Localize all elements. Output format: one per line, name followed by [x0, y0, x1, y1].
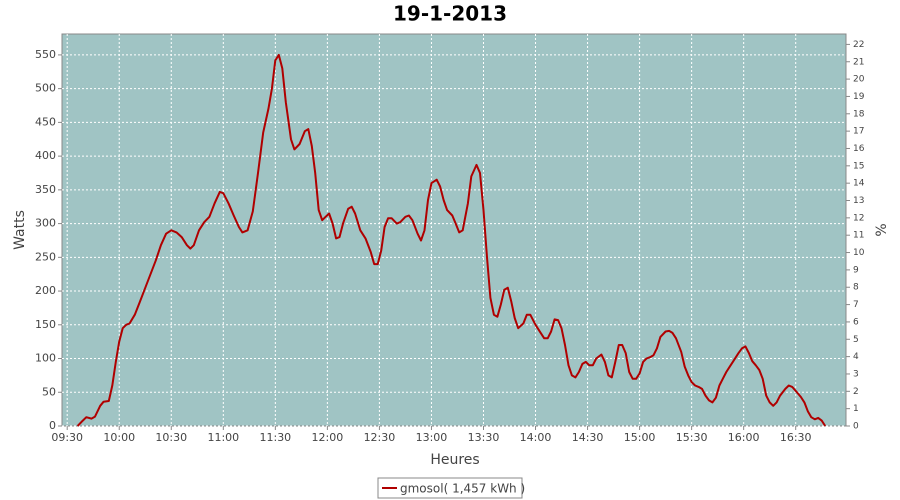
- y-tick-label: 200: [35, 284, 56, 297]
- y2-tick-label: 6: [853, 317, 859, 327]
- y2-tick-label: 1: [853, 404, 859, 414]
- y2-tick-label: 10: [853, 248, 865, 258]
- y-tick-label: 400: [35, 149, 56, 162]
- y2-tick-label: 3: [853, 369, 859, 379]
- y2-tick-label: 21: [853, 57, 864, 67]
- y-axis-label: Watts: [12, 210, 28, 250]
- y-tick-label: 50: [42, 385, 56, 398]
- y2-tick-label: 4: [853, 352, 859, 362]
- y2-tick-label: 5: [853, 335, 859, 345]
- y2-tick-label: 12: [853, 213, 864, 223]
- x-tick-label: 10:30: [155, 431, 187, 444]
- legend-box: [377, 477, 523, 499]
- y2-tick-label: 7: [853, 300, 859, 310]
- y2-tick-label: 14: [853, 179, 865, 189]
- plot-area: [61, 33, 847, 427]
- y-tick-label: 0: [49, 419, 56, 432]
- y2-tick-label: 18: [853, 109, 865, 119]
- y2-tick-label: 8: [853, 283, 859, 293]
- chart-title: 19-1-2013: [393, 2, 507, 26]
- x-tick-label: 14:30: [572, 431, 604, 444]
- y2-tick-label: 11: [853, 231, 864, 241]
- x-tick-label: 16:00: [728, 431, 760, 444]
- x-tick-label: 11:00: [207, 431, 239, 444]
- y-tick-label: 100: [35, 352, 56, 365]
- x-tick-label: 12:00: [312, 431, 344, 444]
- x-tick-label: 13:30: [468, 431, 500, 444]
- y2-tick-label: 19: [853, 92, 865, 102]
- x-tick-label: 12:30: [364, 431, 396, 444]
- x-tick-label: 09:30: [51, 431, 83, 444]
- y2-tick-label: 13: [853, 196, 864, 206]
- x-tick-label: 11:30: [259, 431, 291, 444]
- y2-tick-label: 16: [853, 144, 865, 154]
- y-tick-label: 300: [35, 217, 56, 230]
- x-tick-label: 15:00: [624, 431, 656, 444]
- y2-axis-label: %: [874, 223, 890, 236]
- y-tick-label: 500: [35, 82, 56, 95]
- y-tick-label: 250: [35, 250, 56, 263]
- series-line: [76, 53, 827, 427]
- y2-tick-label: 9: [853, 265, 859, 275]
- y2-tick-label: 20: [853, 75, 865, 85]
- y2-tick-label: 22: [853, 40, 864, 50]
- y2-tick-label: 0: [853, 422, 859, 432]
- y2-tick-label: 17: [853, 127, 864, 137]
- legend-label: gmosol( 1,457 kWh ): [400, 482, 525, 496]
- x-tick-label: 10:00: [103, 431, 135, 444]
- x-axis-label: Heures: [430, 452, 479, 468]
- y2-tick-label: 2: [853, 387, 859, 397]
- y-tick-label: 450: [35, 115, 56, 128]
- y2-tick-label: 15: [853, 161, 864, 171]
- x-tick-label: 15:30: [676, 431, 708, 444]
- y-tick-label: 350: [35, 183, 56, 196]
- y-tick-label: 550: [35, 48, 56, 61]
- x-tick-label: 14:00: [520, 431, 552, 444]
- y-tick-label: 150: [35, 318, 56, 331]
- x-tick-label: 13:00: [416, 431, 448, 444]
- x-tick-label: 16:30: [780, 431, 812, 444]
